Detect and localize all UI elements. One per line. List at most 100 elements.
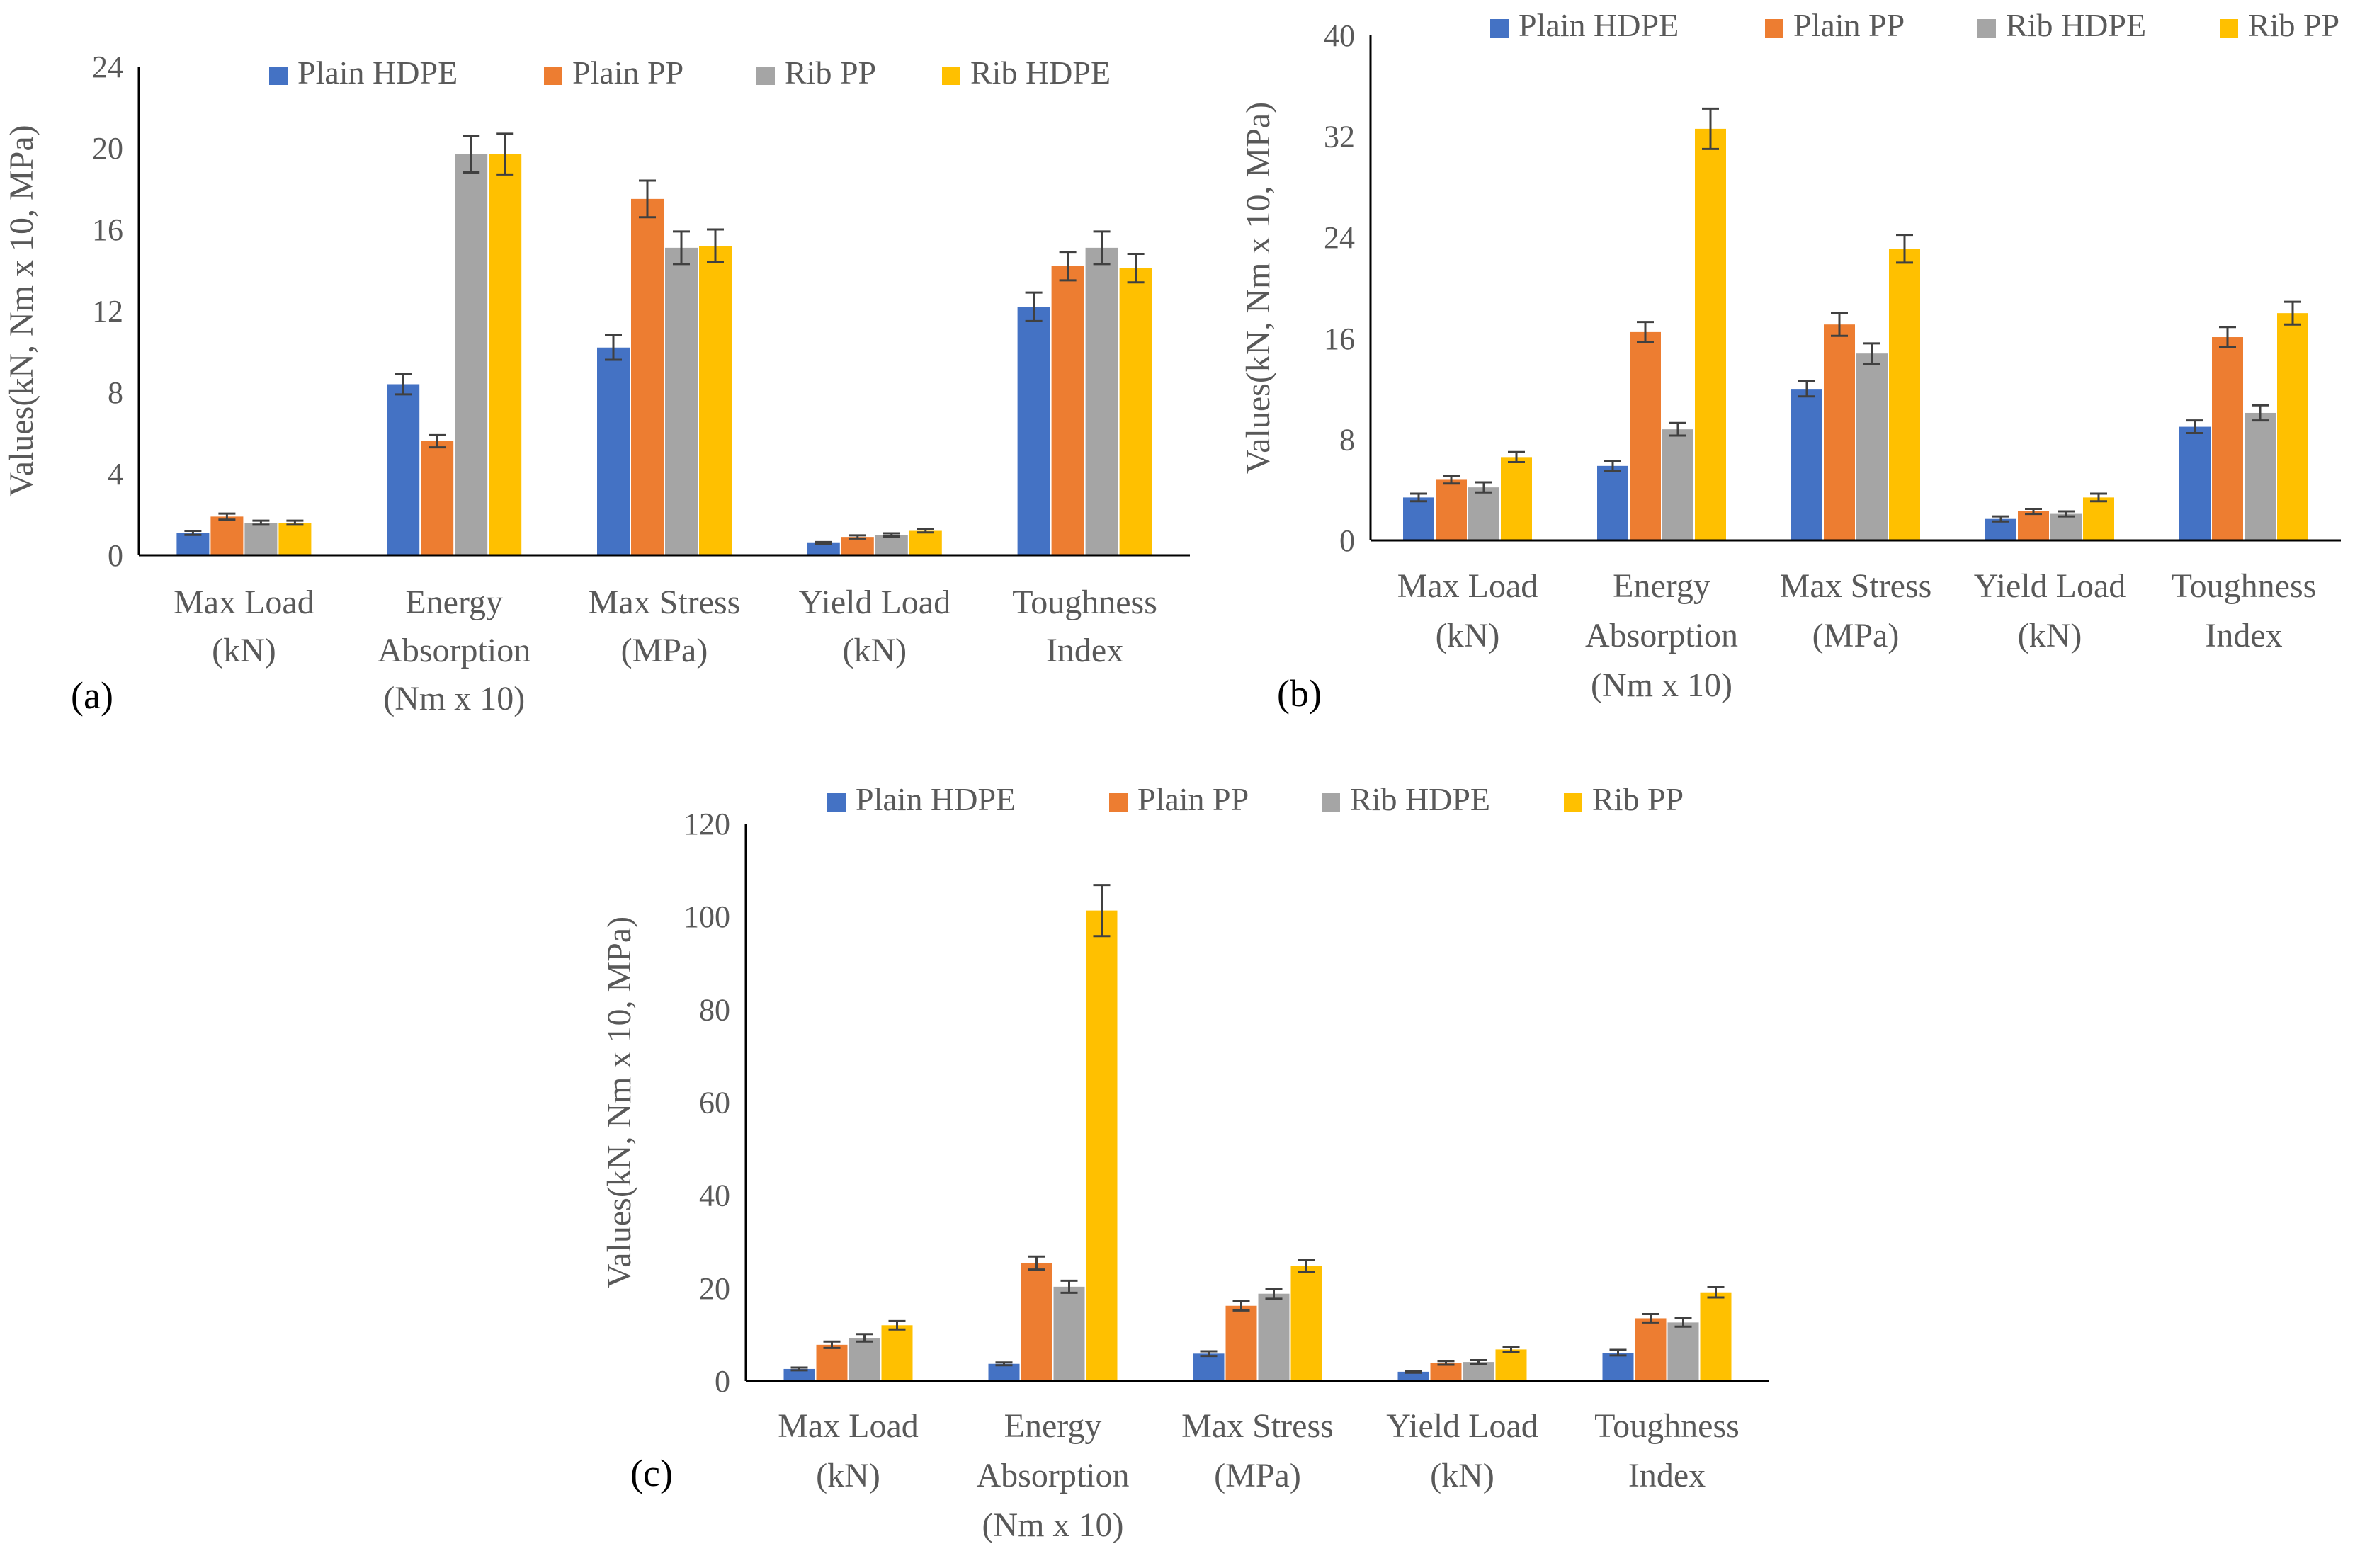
bar [665, 247, 698, 555]
y-tick-label: 0 [108, 538, 123, 573]
y-tick-label: 120 [683, 807, 730, 841]
bar [1436, 479, 1467, 540]
bar [1403, 497, 1434, 540]
legend-item: Rib HDPE [1322, 781, 1490, 817]
error-bar [1992, 515, 2009, 523]
bar [2245, 412, 2276, 540]
y-tick-label: 32 [1324, 120, 1355, 154]
y-axis-title: Values(kN, Nm x 10, MPa) [601, 916, 638, 1288]
legend-item: Plain PP [544, 55, 683, 91]
error-bar [1025, 291, 1043, 322]
bar [2277, 313, 2308, 540]
legend-item: Plain PP [1109, 781, 1249, 817]
bar [278, 523, 312, 555]
error-bar [1093, 884, 1111, 938]
bar [1119, 268, 1152, 555]
error-bar [707, 228, 724, 263]
bar [1397, 1371, 1429, 1381]
error-bar [639, 179, 656, 219]
legend-swatch [2220, 19, 2238, 38]
legend-swatch [1322, 793, 1340, 812]
bar [1856, 353, 1888, 540]
error-bar [429, 433, 446, 449]
y-tick-label: 16 [1324, 322, 1355, 356]
bar [1667, 1322, 1699, 1381]
error-bar [1674, 1317, 1692, 1328]
bar [849, 1338, 880, 1381]
legend-label: Rib HDPE [1350, 781, 1490, 817]
y-tick-label: 12 [92, 294, 123, 329]
bar [2050, 513, 2082, 540]
category-label: Max Load (kN) [778, 1407, 919, 1494]
error-bar [1707, 1286, 1725, 1299]
bar [1463, 1362, 1494, 1381]
bar [631, 198, 664, 555]
error-bar [1059, 251, 1077, 282]
bar [2018, 511, 2049, 540]
chart-panel-a: 0 4 8 12 16 20 24 Values(kN, Nm x 10, MPa) Max L… [3, 50, 1190, 717]
error-bar [2090, 492, 2107, 503]
category-label: Toughness Index [1012, 584, 1157, 669]
bar [455, 154, 488, 555]
bar [1021, 1263, 1052, 1381]
y-axis-title: Values(kN, Nm x 10, MPa) [3, 125, 40, 496]
error-bar [1200, 1350, 1218, 1358]
bar [1085, 247, 1118, 555]
legend-item: Plain HDPE [269, 55, 458, 91]
bar [2083, 497, 2114, 540]
error-bar [995, 1361, 1013, 1367]
legend-swatch [1765, 19, 1783, 38]
error-bar [463, 135, 480, 174]
error-bar [823, 1340, 841, 1349]
error-bar [1093, 230, 1111, 266]
error-bar [1265, 1287, 1283, 1300]
error-bar [1470, 1358, 1487, 1365]
bar [1086, 910, 1118, 1381]
bar [875, 535, 908, 555]
y-axis-title: Values(kN, Nm x 10, MPa) [1239, 102, 1277, 474]
error-bar [2252, 404, 2269, 422]
legend-swatch [1490, 19, 1509, 38]
y-tick-label: 40 [699, 1178, 730, 1213]
y-tick-label: 20 [92, 131, 123, 166]
bar [489, 154, 522, 555]
y-tick-label: 16 [92, 212, 123, 247]
category-label: Energy Absorption (Nm x 10) [378, 584, 530, 717]
bar [1193, 1353, 1225, 1381]
bar [1695, 128, 1726, 540]
legend-label: Rib PP [1592, 781, 1684, 817]
legend-label: Plain PP [572, 55, 683, 91]
bar [1053, 1286, 1085, 1381]
category-label: Max Stress (MPa) [589, 584, 741, 669]
panel-label: (c) [630, 1452, 673, 1494]
y-tick-label: 4 [108, 457, 123, 492]
legend-item: Rib PP [1564, 781, 1684, 817]
bar [783, 1368, 815, 1381]
error-bar [1475, 481, 1492, 494]
error-bar [673, 230, 690, 266]
category-label: Energy Absorption (Nm x 10) [1585, 567, 1738, 704]
bar [1700, 1292, 1732, 1381]
bar [1290, 1266, 1322, 1381]
error-bar [605, 334, 622, 361]
category-label: Toughness Index [2172, 567, 2317, 654]
error-bar [184, 530, 202, 536]
error-bar [2025, 507, 2042, 516]
y-tick-label: 8 [1339, 422, 1355, 457]
error-bar [917, 528, 934, 534]
error-bar [1669, 421, 1686, 437]
error-bar [1502, 1346, 1520, 1353]
error-bar [252, 519, 270, 526]
error-bar [1896, 234, 1913, 264]
category-label: Toughness Index [1594, 1407, 1740, 1494]
bar [1017, 307, 1050, 555]
legend-label: Plain HDPE [297, 55, 458, 91]
bar [816, 1344, 848, 1381]
error-bar [888, 1319, 906, 1331]
error-bar [2058, 510, 2075, 518]
error-bar [1298, 1259, 1315, 1273]
bar [1630, 331, 1661, 540]
bar [1225, 1305, 1257, 1381]
bar [387, 384, 420, 555]
